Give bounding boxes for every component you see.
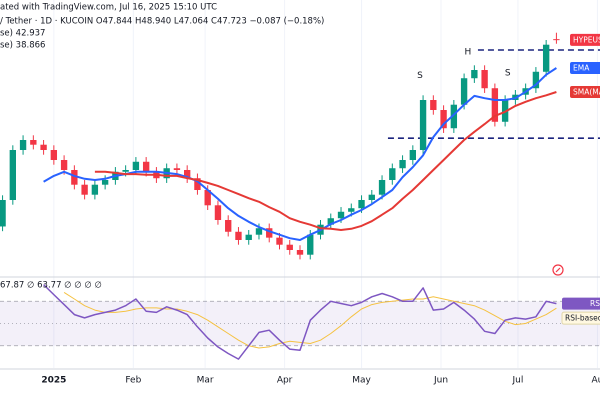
candle-body: [378, 180, 386, 195]
candle-body: [337, 211, 345, 219]
candle-body: [348, 208, 355, 212]
candle-body: [142, 161, 150, 172]
price-labels: HYPEUSDT EMA SMA(MA RSI RSI-based MA: [561, 33, 600, 325]
candle-body: [286, 244, 293, 250]
candle-body: [389, 168, 396, 180]
price-pane: S H S: [0, 32, 600, 260]
time-axis: 2025 Feb Mar Apr May Jun Jul Au: [41, 376, 600, 386]
x-tick-label: Feb: [125, 376, 141, 386]
candle-body: [19, 140, 27, 150]
x-tick-label: Au: [591, 376, 600, 386]
alert-icon[interactable]: [552, 264, 564, 276]
candle-body: [327, 218, 334, 225]
candle-body: [440, 110, 447, 129]
x-tick-label: Jul: [512, 376, 524, 386]
candle-body: [60, 160, 68, 170]
candle-body: [91, 184, 99, 195]
price-label: SMA(MA: [573, 87, 600, 96]
candle-body: [50, 150, 58, 160]
candle-body: [266, 228, 273, 238]
candle-body: [358, 200, 365, 209]
header-line: se) 38.866: [0, 41, 45, 51]
x-tick-label: 2025: [41, 376, 66, 386]
candle-body: [30, 140, 37, 145]
pattern-label: S: [505, 68, 511, 78]
rsi-pane: [0, 284, 600, 360]
candle-body: [194, 178, 201, 190]
candle-body: [553, 39, 560, 41]
candle-body: [132, 161, 140, 170]
header-line: se) 42.937: [0, 29, 45, 39]
x-tick-label: Apr: [277, 376, 293, 386]
candle-body: [481, 70, 488, 89]
ma-line: [94, 91, 557, 231]
rsi-header: 67.87 ∅ 63.77 ∅ ∅ ∅ ∅: [0, 281, 102, 291]
rsi-label: RSI-based MA: [565, 314, 600, 323]
candle-body: [276, 237, 283, 245]
x-tick-label: Jun: [433, 376, 448, 386]
rsi-line: [63, 291, 557, 349]
candle-body: [255, 228, 263, 235]
candle-body: [491, 88, 499, 122]
candle-body: [430, 100, 437, 110]
candle-body: [542, 44, 550, 72]
candle-body: [204, 190, 211, 206]
candle-body: [399, 160, 406, 169]
header-line: / Tether · 1D · KUCOIN O47.844 H48.940 L…: [0, 17, 324, 27]
candle-body: [40, 144, 47, 150]
price-label: EMA: [573, 64, 590, 73]
pattern-label: S: [417, 71, 423, 81]
candle-body: [214, 205, 222, 220]
candle-body: [71, 170, 78, 185]
candle-body: [81, 184, 88, 195]
candle-body: [173, 168, 181, 170]
pattern-label: H: [465, 47, 472, 57]
candle-body: [471, 70, 478, 79]
candle-body: [235, 231, 242, 240]
candle-body: [450, 104, 458, 129]
price-label-box: [570, 33, 600, 46]
rsi-label-box: [561, 311, 600, 325]
candle-body: [532, 71, 540, 89]
candle-body: [460, 78, 468, 105]
header-line: ated with TradingView.com, Jul 16, 2025 …: [0, 3, 217, 13]
price-label-box: [570, 62, 600, 75]
x-tick-label: May: [352, 376, 371, 386]
x-tick-label: Mar: [197, 376, 214, 386]
candle-body: [122, 170, 129, 172]
candle-body: [307, 234, 314, 255]
candle-body: [184, 170, 191, 179]
candle-body: [245, 234, 252, 240]
price-label-box: [570, 85, 600, 98]
rsi-label-box: [562, 297, 600, 310]
candle-body: [9, 150, 16, 200]
candle-body: [419, 100, 427, 150]
candle-body: [0, 200, 6, 227]
candle-body: [409, 150, 416, 160]
candle-body: [368, 194, 375, 200]
rsi-label: RSI: [590, 299, 600, 308]
candle-body: [225, 220, 232, 232]
price-label: HYPEUSDT: [573, 35, 600, 44]
alert-icon-mark: [555, 267, 561, 273]
grid: [53, 0, 598, 368]
rsi-line: [43, 284, 557, 360]
candle-body: [101, 180, 109, 185]
candle-body: [296, 250, 304, 255]
